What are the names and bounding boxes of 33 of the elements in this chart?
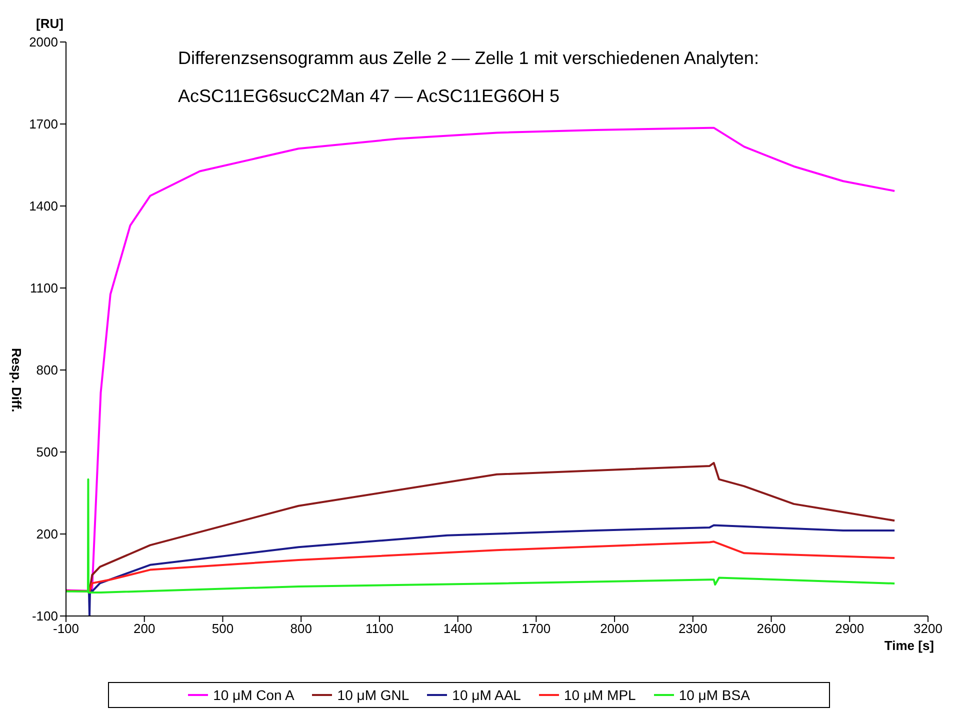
x-tick-label: 2900 xyxy=(835,621,864,636)
legend-label: 10 μM GNL xyxy=(336,687,410,703)
line-series xyxy=(66,126,896,592)
x-tick-label: 3200 xyxy=(914,621,942,636)
legend-label: 10 μM Con A xyxy=(212,687,294,703)
y-tick-label: 1400 xyxy=(29,198,58,214)
line-series xyxy=(66,540,896,592)
chart-title: Differenzsensogramm aus Zelle 2 — Zelle 1 mit verschiedenen Analyten: xyxy=(178,48,759,69)
x-tick-label: 500 xyxy=(212,621,234,636)
y-tick-label: -100 xyxy=(32,608,58,624)
text: [RU] xyxy=(36,16,64,31)
x-tick-label: 2300 xyxy=(678,621,708,636)
y-tick-label: 200 xyxy=(36,526,58,542)
text: AcSC11EG6sucC2Man 47 — AcSC11EG6OH 5 xyxy=(178,86,560,107)
x-tick-label: -100 xyxy=(52,621,80,636)
y-tick-label: 500 xyxy=(36,444,58,460)
legend-label: 10 μM MPL xyxy=(562,687,636,703)
x-tick-label: 2000 xyxy=(600,621,630,636)
y-axis-title: Resp. Diff. xyxy=(9,348,24,412)
x-tick-label: 1700 xyxy=(522,621,551,636)
y-tick-label: 1100 xyxy=(30,280,58,296)
line-series xyxy=(88,524,896,616)
x-tick-label: 1100 xyxy=(365,621,394,636)
legend-label: 10 μM BSA xyxy=(678,687,750,703)
x-axis-title: Time [s] xyxy=(884,638,934,653)
y-tick-label: 2000 xyxy=(29,34,58,50)
y-tick-label: 1700 xyxy=(29,116,58,132)
x-tick-label: 1400 xyxy=(443,621,472,636)
y-tick-label: 800 xyxy=(36,362,58,378)
x-tick-label: 200 xyxy=(134,621,156,636)
x-tick-label: 800 xyxy=(290,621,312,636)
x-tick-label: 2600 xyxy=(756,621,786,636)
legend-label: 10 μM AAL xyxy=(451,687,521,703)
